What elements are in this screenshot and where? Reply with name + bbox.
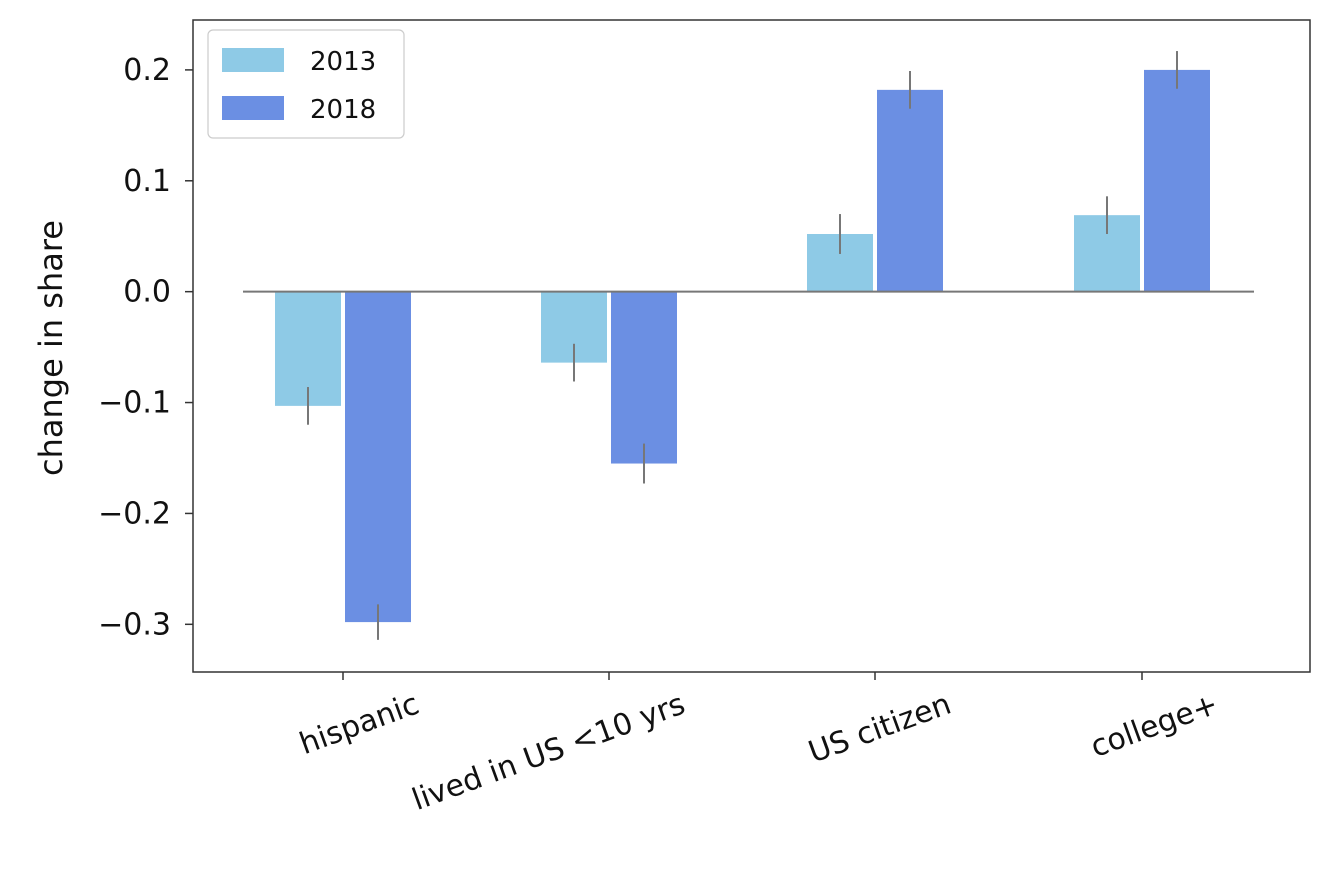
x-tick-label-lived-in-us-10-yrs: lived in US <10 yrs — [408, 687, 690, 818]
legend-swatch-2018 — [222, 96, 284, 120]
bar-lived-in-us-10-yrs-2018 — [611, 291, 677, 464]
y-tick-label: −0.1 — [98, 386, 171, 421]
bar-us-citizen-2018 — [877, 89, 943, 292]
legend: 2013 2018 — [207, 29, 405, 139]
plot-frame — [192, 19, 1311, 673]
errorbars-layer — [307, 51, 1178, 640]
x-tick-label-college: college+ — [1086, 687, 1223, 765]
legend-label-2013: 2013 — [310, 47, 376, 77]
bars-layer — [275, 69, 1210, 623]
bar-hispanic-2013 — [275, 291, 341, 406]
y-tick-label: 0.2 — [123, 53, 171, 88]
x-tick-label-hispanic: hispanic — [295, 687, 424, 762]
bar-hispanic-2018 — [345, 291, 411, 623]
legend-swatch-2013 — [222, 48, 284, 72]
legend-label-2018: 2018 — [310, 95, 376, 125]
bar-college-2018 — [1144, 69, 1210, 292]
y-tick-label: 0.0 — [123, 275, 171, 310]
x-tick-label-us-citizen: US citizen — [804, 687, 956, 771]
y-axis-title: change in share — [32, 220, 70, 476]
y-tick-label: −0.3 — [98, 607, 171, 642]
y-axis: −0.3 −0.2 −0.1 0.0 0.1 0.2 — [98, 53, 193, 642]
y-tick-label: 0.1 — [123, 164, 171, 199]
y-tick-label: −0.2 — [98, 496, 171, 531]
